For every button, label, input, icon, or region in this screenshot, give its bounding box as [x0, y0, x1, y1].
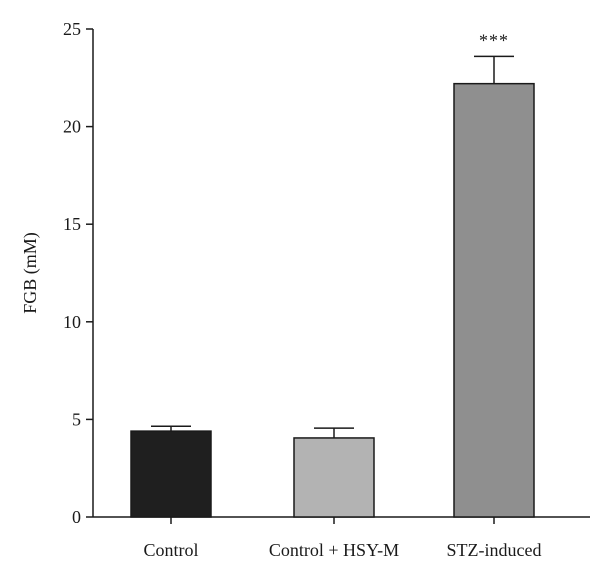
x-tick-label: Control [143, 540, 198, 560]
y-tick-label: 10 [63, 312, 81, 332]
y-tick-label: 20 [63, 117, 81, 137]
y-tick-label: 0 [72, 507, 81, 527]
x-axis: Control Control + HSY-M STZ-induced [93, 516, 590, 560]
bar-control-hsy-m [293, 437, 375, 518]
x-tick-label: STZ-induced [447, 540, 542, 560]
x-tick-label: Control + HSY-M [269, 540, 399, 560]
error-bars-group [151, 55, 514, 438]
bars-group [130, 82, 535, 518]
y-tick-label: 15 [63, 214, 81, 234]
y-axis: 0 5 10 15 20 25 [63, 19, 94, 527]
bar-stz-induced [453, 82, 535, 518]
bar-control [130, 430, 212, 518]
significance-label: *** [479, 30, 509, 50]
y-tick-label: 25 [63, 19, 81, 39]
annotations-group: *** [479, 30, 509, 50]
y-tick-label: 5 [72, 409, 81, 429]
y-axis-title: FGB (mM) [20, 232, 41, 314]
